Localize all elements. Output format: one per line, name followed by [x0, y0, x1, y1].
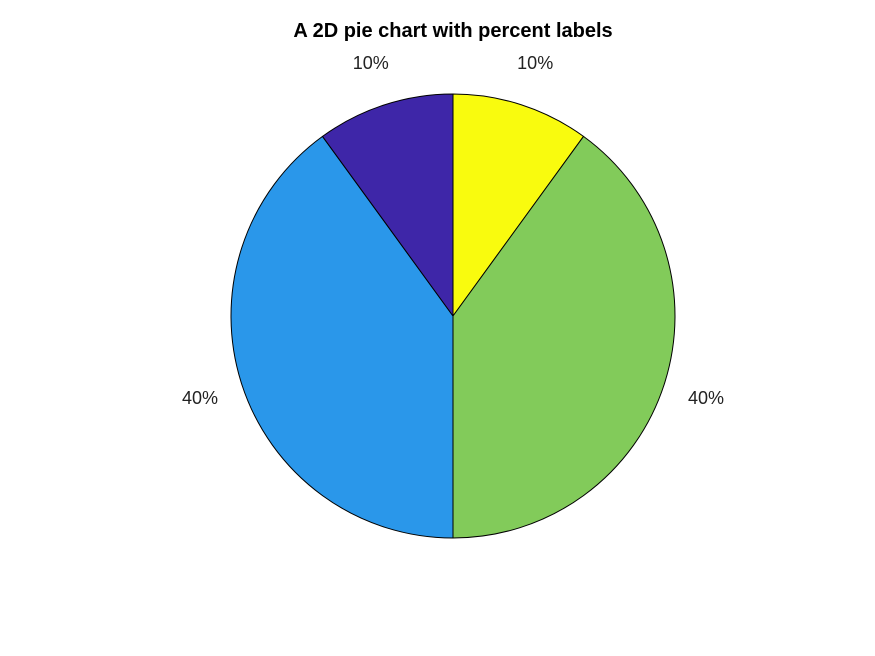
- percent-label-2: 40%: [688, 388, 724, 408]
- pie-slice-3: [230, 135, 454, 539]
- percent-label-3: 40%: [182, 388, 218, 408]
- chart-title: A 2D pie chart with percent labels: [293, 20, 613, 42]
- pie-slice-4: [322, 93, 454, 317]
- pie-slices: [230, 93, 676, 539]
- percent-label-4: 10%: [353, 53, 389, 73]
- pie-slice-2: [452, 135, 676, 539]
- percent-label-1: 10%: [517, 53, 553, 73]
- pie-percent-labels: 10% 40% 40% 10%: [182, 53, 724, 408]
- pie-slice-1: [452, 93, 584, 317]
